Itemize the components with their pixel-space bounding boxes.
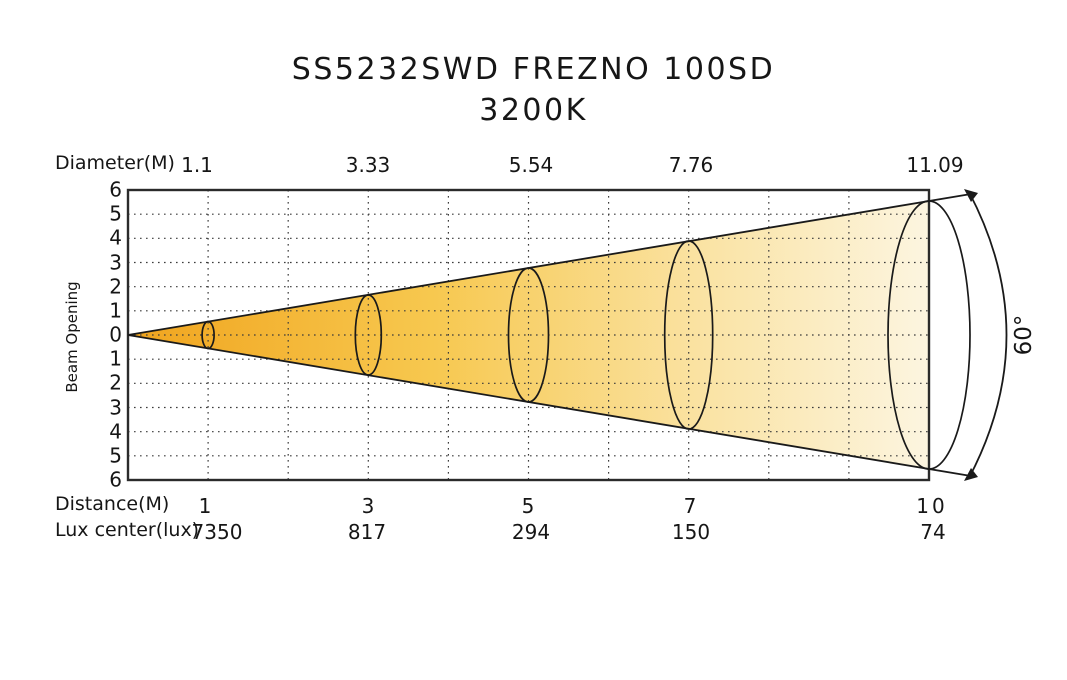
distance-value: 3 xyxy=(361,494,375,518)
lux-value: 74 xyxy=(920,520,946,544)
beam-ellipse-10m xyxy=(887,200,971,470)
diameter-row-label: Diameter(M) xyxy=(55,152,175,174)
y-tick: 4 xyxy=(109,225,122,250)
distance-value: 5 xyxy=(521,494,535,518)
y-tick: 1 xyxy=(109,346,122,371)
lux-row-label: Lux center(lux) xyxy=(55,519,200,541)
y-tick: 4 xyxy=(109,419,122,444)
diameter-value: 1.1 xyxy=(181,153,213,177)
beam-edge-bottom xyxy=(127,334,972,477)
distance-value: 7 xyxy=(683,494,697,518)
distance-value: 10 xyxy=(916,494,948,518)
y-tick: 6 xyxy=(109,467,122,492)
horizontal-gridlines xyxy=(128,213,929,457)
y-tick: 2 xyxy=(109,274,122,299)
beam-ellipse-1m xyxy=(201,320,215,350)
beam-edge-top xyxy=(127,193,972,336)
vertical-gridlines xyxy=(207,190,930,480)
beam-angle-label: 60° xyxy=(1011,314,1037,356)
lux-value: 817 xyxy=(347,520,387,544)
beam-angle-arrow-top xyxy=(964,189,978,202)
diameter-value: 5.54 xyxy=(508,153,554,177)
beam-angle-arc xyxy=(968,191,1008,479)
y-tick: 0 xyxy=(109,322,122,347)
y-tick: 5 xyxy=(109,201,122,226)
chart-title: SS5232SWD FREZNO 100SD xyxy=(291,52,776,87)
y-tick: 6 xyxy=(109,177,122,202)
beam-ellipse-7m xyxy=(663,240,714,430)
diameter-value: 11.09 xyxy=(906,153,964,177)
diameter-value: 7.76 xyxy=(668,153,714,177)
lux-value: 294 xyxy=(511,520,551,544)
lux-value: 7350 xyxy=(191,520,243,544)
distance-row-label: Distance(M) xyxy=(55,493,170,515)
beam-opening-axis-label: Beam Opening xyxy=(63,281,81,393)
chart-subtitle: 3200K xyxy=(479,93,588,128)
y-tick: 1 xyxy=(109,298,122,323)
beam-ellipses xyxy=(201,200,971,470)
lux-value: 150 xyxy=(671,520,711,544)
y-tick: 2 xyxy=(109,370,122,395)
beam-ellipse-3m xyxy=(354,294,383,376)
beam-angle-arrow-bottom xyxy=(964,468,978,481)
distance-value: 1 xyxy=(198,494,212,518)
diameter-value: 3.33 xyxy=(345,153,391,177)
beam-ellipse-5m xyxy=(507,267,550,403)
y-tick: 5 xyxy=(109,443,122,468)
y-tick: 3 xyxy=(109,395,122,420)
y-tick: 3 xyxy=(109,250,122,275)
